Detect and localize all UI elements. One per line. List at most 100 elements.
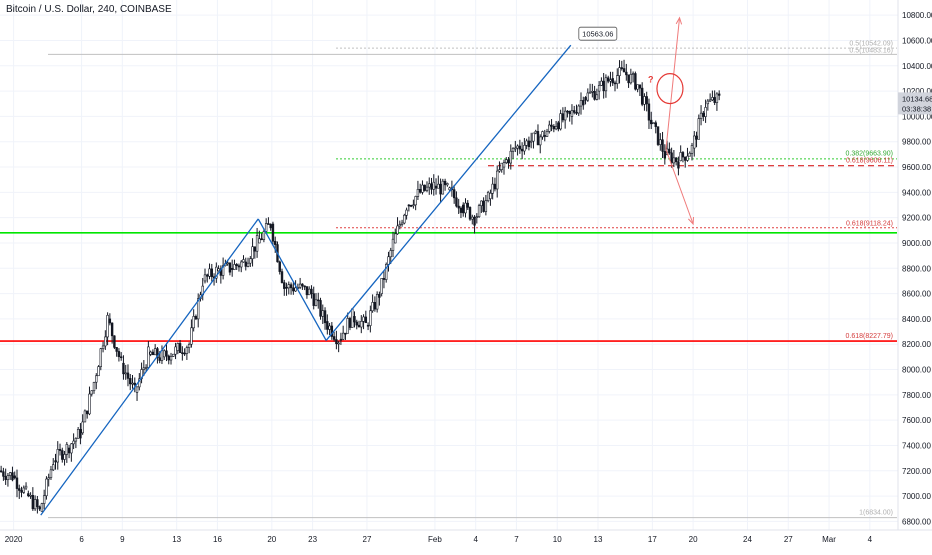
time-axis[interactable]: 2020 6 9 13 16 20 23 27 Feb 4 7 10 13 17 20 24 27 Mar 4 xyxy=(5,535,873,544)
price-tick-label: 7400.00 xyxy=(902,441,931,450)
candle-body xyxy=(491,183,494,194)
candle-body xyxy=(101,345,105,349)
candle-body xyxy=(543,135,546,137)
time-tick-label: Feb xyxy=(428,535,442,544)
price-tick-label: 8200.00 xyxy=(902,340,931,349)
time-tick-label: 20 xyxy=(689,535,698,544)
candle-body xyxy=(274,240,277,245)
candle-body xyxy=(76,429,80,439)
candle-body xyxy=(647,103,651,121)
last-price-text: 10134.68 xyxy=(902,94,932,103)
candle-body xyxy=(554,126,558,130)
candle-body xyxy=(541,131,544,138)
candle-body xyxy=(283,282,286,289)
candle-body xyxy=(15,477,19,489)
candle-body xyxy=(391,238,395,251)
candle-body xyxy=(335,339,338,345)
price-tick-label: 8000.00 xyxy=(902,366,931,375)
time-tick-label: 9 xyxy=(120,535,125,544)
candle-body xyxy=(271,223,275,242)
level-label: 0.618(8227.79) xyxy=(846,333,893,340)
time-tick-label: 2020 xyxy=(5,535,23,544)
candle-body xyxy=(389,250,392,258)
candle-body xyxy=(416,189,420,197)
price-tick-label: 8800.00 xyxy=(902,264,931,273)
candle-body xyxy=(498,169,501,172)
time-tick-label: 17 xyxy=(648,535,657,544)
candle-body xyxy=(294,287,297,292)
candle-body xyxy=(351,308,354,328)
price-tick-label: 10600.00 xyxy=(902,36,932,45)
candle-body xyxy=(563,110,567,121)
price-tick-label: 7800.00 xyxy=(902,391,931,400)
candle-body xyxy=(616,75,619,84)
candle-body xyxy=(715,93,719,103)
candle-body xyxy=(421,184,424,193)
candle-body xyxy=(357,324,361,328)
candle-body xyxy=(129,378,132,385)
candle-body xyxy=(298,283,302,288)
price-tick-label: 7600.00 xyxy=(902,416,931,425)
candle-body xyxy=(613,82,617,85)
candle-body xyxy=(452,189,456,199)
candle-body xyxy=(153,348,157,356)
candle-body xyxy=(332,336,336,340)
candle-body xyxy=(38,506,41,510)
candle-body xyxy=(557,122,560,130)
candle-body xyxy=(11,472,14,481)
candle-body xyxy=(661,139,664,152)
candle-body xyxy=(40,503,44,512)
candle-body xyxy=(74,438,78,442)
candle-body xyxy=(606,77,610,82)
candle-body xyxy=(83,410,87,423)
candle-body xyxy=(142,367,146,370)
candle-body xyxy=(115,347,118,352)
candle-body xyxy=(475,216,479,218)
candle-body xyxy=(362,316,365,322)
candle-body xyxy=(527,140,531,148)
candle-body xyxy=(353,316,356,323)
candle-body xyxy=(31,495,35,510)
candle-body xyxy=(86,410,89,415)
candle-body xyxy=(674,157,678,163)
price-axis[interactable]: 10800.00 10600.00 10400.00 10200.00 10000.00… xyxy=(902,11,932,526)
candle-body xyxy=(697,118,700,140)
candle-body xyxy=(407,204,411,207)
price-tick-label: 10000.00 xyxy=(902,112,932,121)
candle-body xyxy=(545,131,549,137)
candle-body xyxy=(652,122,655,125)
candle-body xyxy=(579,100,583,107)
candle-body xyxy=(249,258,252,264)
candle-body xyxy=(643,96,646,105)
candle-body xyxy=(684,156,687,161)
level-label: 0.5(10483.16) xyxy=(849,48,893,55)
candle-body xyxy=(348,318,352,328)
candle-body xyxy=(482,200,485,212)
candle-body xyxy=(394,233,397,244)
candle-body xyxy=(278,261,281,272)
candle-body xyxy=(695,135,698,140)
candle-body xyxy=(176,343,180,351)
candle-body xyxy=(156,348,159,359)
candle-body xyxy=(369,310,372,326)
candle-body xyxy=(54,460,57,463)
candle-body xyxy=(693,135,696,149)
candle-body xyxy=(235,264,238,266)
candle-body xyxy=(400,222,404,225)
price-tick-label: 10800.00 xyxy=(902,11,932,20)
candle-body xyxy=(33,499,37,510)
level-labels: 0.5(10542.09)0.5(10483.16) 0.382(9663.90)… xyxy=(846,41,893,517)
candle-body xyxy=(672,157,676,164)
candle-body xyxy=(355,321,358,326)
candle-body xyxy=(688,152,691,157)
candle-body xyxy=(702,112,705,117)
candle-body xyxy=(455,197,458,207)
candle-body xyxy=(328,325,331,330)
candle-body xyxy=(183,352,186,355)
candle-body xyxy=(215,266,218,279)
candle-body xyxy=(373,302,377,310)
callout-text: 10563.06 xyxy=(582,30,613,39)
